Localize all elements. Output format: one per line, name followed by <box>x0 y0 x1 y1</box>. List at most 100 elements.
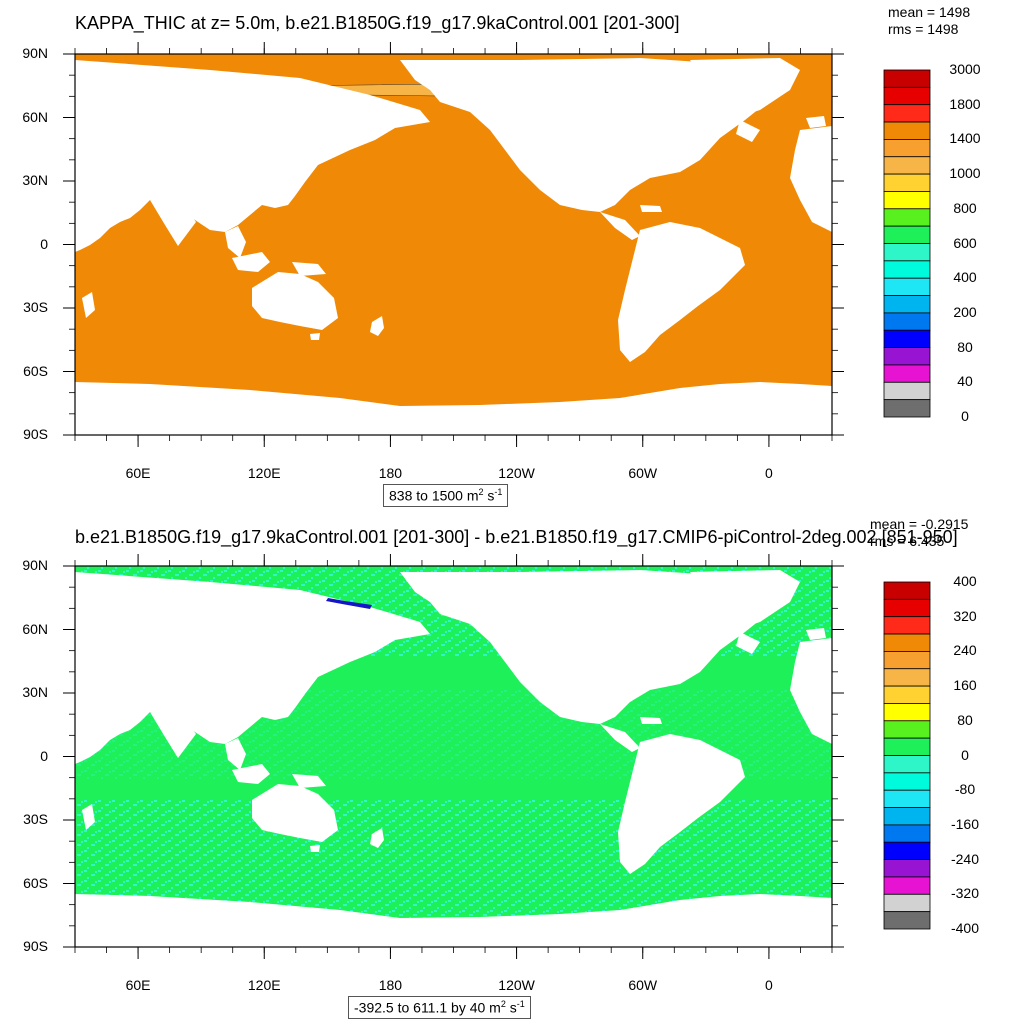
bottom-colorbar-label: 320 <box>953 607 977 624</box>
bottom-lat-label: 90S <box>23 938 48 954</box>
bottom-rms-stat: rms = 6.435 <box>870 533 945 549</box>
top-rms-stat: rms = 1498 <box>888 21 959 37</box>
bottom-colorbar-label: 80 <box>957 711 973 728</box>
bottom-colorbar-label: 160 <box>953 677 977 694</box>
bottom-lat-label: 60S <box>23 874 48 891</box>
top-map-axes <box>63 42 844 447</box>
bottom-lon-label: 120W <box>498 977 535 993</box>
bottom-lat-label: 60N <box>22 620 48 637</box>
top-colorbar-swatch <box>883 104 931 123</box>
bottom-colorbar-swatch <box>883 737 931 756</box>
bottom-lon-label: 0 <box>765 977 773 993</box>
top-colorbar-label: 1800 <box>949 95 981 112</box>
bottom-lat-label: 90N <box>22 557 48 573</box>
top-colorbar-label: 1400 <box>949 130 981 147</box>
top-range-box: 838 to 1500 m2 s-1 <box>383 484 509 507</box>
top-colorbar-label: 3000 <box>949 61 981 77</box>
top-colorbar-swatch <box>883 364 931 383</box>
bottom-colorbar-swatch <box>883 633 931 652</box>
bottom-colorbar-swatch <box>883 755 931 774</box>
top-lon-label: 120E <box>247 465 281 481</box>
top-colorbar-swatch <box>883 191 931 210</box>
top-colorbar-swatch <box>883 295 931 314</box>
top-colorbar-label: 600 <box>953 234 977 251</box>
top-colorbar-label: 200 <box>953 303 977 320</box>
bottom-map-axes <box>63 554 844 959</box>
bottom-map-title: b.e21.B1850G.f19_g17.9kaControl.001 [201… <box>75 527 958 547</box>
top-lon-label: 180 <box>378 465 403 481</box>
bottom-map-field <box>75 566 832 947</box>
top-colorbar-swatch <box>883 86 931 106</box>
bottom-colorbar-swatch <box>883 824 931 843</box>
top-lat-label: 90S <box>23 426 48 442</box>
bottom-colorbar-label: -80 <box>954 781 976 798</box>
bottom-lon-label: 120E <box>247 977 281 993</box>
bottom-colorbar-swatch <box>883 598 931 618</box>
bottom-lon-label: 180 <box>378 977 403 993</box>
bottom-colorbar-label: -400 <box>950 920 980 936</box>
bottom-mean-stat: mean = -0.2915 <box>870 516 969 532</box>
bottom-lon-label: 60E <box>125 977 151 993</box>
top-colorbar-label: 0 <box>961 408 969 424</box>
top-colorbar-label: 800 <box>953 199 977 216</box>
bottom-lon-label: 60W <box>628 977 658 993</box>
bottom-colorbar-swatch <box>883 581 931 600</box>
bottom-colorbar-swatch <box>883 876 931 895</box>
top-colorbar-swatch <box>883 243 931 262</box>
top-lat-label: 30N <box>22 172 48 188</box>
bottom-colorbar-swatch <box>883 668 931 687</box>
bottom-lat-label: 0 <box>40 747 48 764</box>
bottom-colorbar-label: -240 <box>950 850 980 867</box>
bottom-colorbar-swatch <box>883 616 931 635</box>
bottom-range-box: -392.5 to 611.1 by 40 m2 s-1 <box>348 996 531 1019</box>
bottom-colorbar-swatch <box>883 789 931 808</box>
top-colorbar-swatch <box>883 121 931 140</box>
top-colorbar-swatch <box>883 329 931 349</box>
top-lat-label: 90N <box>22 45 48 61</box>
top-colorbar-swatch <box>883 260 931 279</box>
top-lat-label: 0 <box>40 235 48 252</box>
top-map-field <box>75 54 832 435</box>
bottom-colorbar-swatch <box>883 772 931 791</box>
top-colorbar-swatch <box>883 156 931 175</box>
bottom-colorbar-label: 400 <box>953 573 977 589</box>
bottom-negative-streak <box>326 598 372 609</box>
top-colorbar-swatch <box>883 399 931 418</box>
top-colorbar-swatch <box>883 347 931 366</box>
bottom-colorbar-swatch <box>883 703 931 722</box>
top-lat-label: 30S <box>23 299 48 315</box>
top-colorbar-swatch <box>883 208 931 227</box>
top-colorbar-swatch <box>883 138 931 158</box>
top-colorbar-label: 400 <box>953 269 977 286</box>
bottom-colorbar-swatch <box>883 720 931 739</box>
top-colorbar-swatch <box>883 277 931 296</box>
bottom-colorbar-swatch <box>883 841 931 861</box>
top-lon-label: 120W <box>498 465 535 481</box>
top-lon-label: 60E <box>125 465 151 481</box>
bottom-colorbar-label: -320 <box>950 885 980 902</box>
top-colorbar-swatch <box>883 69 931 88</box>
top-colorbar-swatch <box>883 173 931 192</box>
top-lon-label: 60W <box>628 465 658 481</box>
top-colorbar-label: 80 <box>957 338 973 355</box>
top-colorbar-label: 40 <box>957 373 973 390</box>
bottom-colorbar-label: 240 <box>953 642 977 659</box>
top-map-title: KAPPA_THIC at z= 5.0m, b.e21.B1850G.f19_… <box>75 13 680 33</box>
top-lat-label: 60S <box>23 362 48 379</box>
top-colorbar-label: 1000 <box>949 165 981 182</box>
top-colorbar-swatch <box>883 381 931 401</box>
top-colorbar-swatch <box>883 312 931 331</box>
bottom-colorbar-swatch <box>883 893 931 913</box>
bottom-colorbar-label: -160 <box>950 815 980 832</box>
bottom-colorbar-swatch <box>883 651 931 670</box>
bottom-lat-label: 30S <box>23 811 48 827</box>
top-mean-stat: mean = 1498 <box>888 4 971 20</box>
top-colorbar-swatch <box>883 225 931 244</box>
bottom-colorbar <box>883 581 931 930</box>
bottom-lat-label: 30N <box>22 684 48 700</box>
top-lat-label: 60N <box>22 108 48 125</box>
top-lon-label: 0 <box>765 465 773 481</box>
bottom-colorbar-label: 0 <box>961 746 969 763</box>
bottom-colorbar-swatch <box>883 859 931 878</box>
